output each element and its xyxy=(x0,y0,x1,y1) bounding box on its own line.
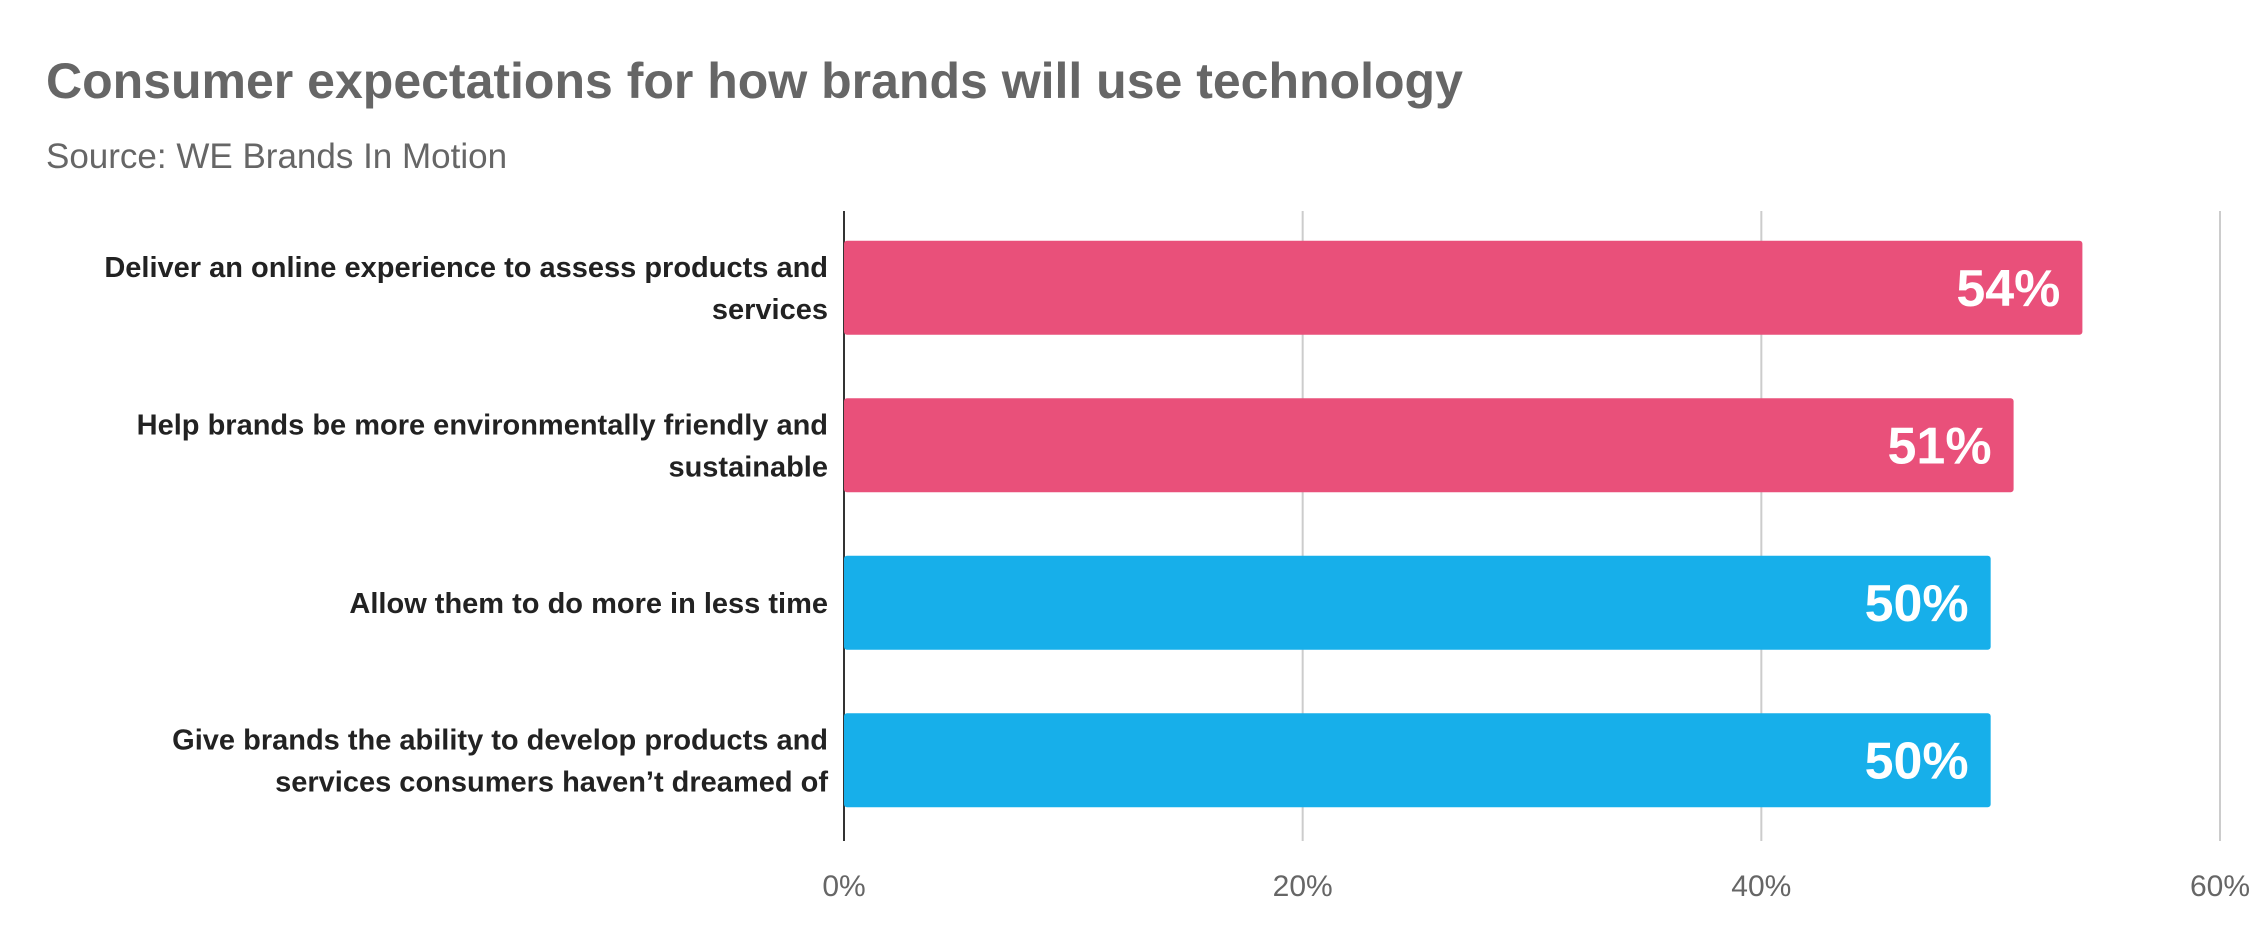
bar-value-label: 50% xyxy=(1865,575,1969,633)
category-label: services xyxy=(712,294,828,326)
chart-subtitle: Source: WE Brands In Motion xyxy=(46,137,507,176)
x-tick-label: 60% xyxy=(2190,870,2250,903)
x-tick-label: 40% xyxy=(1731,870,1791,903)
category-label: Give brands the ability to develop produ… xyxy=(172,724,828,756)
bar xyxy=(844,555,1991,650)
bar-value-label: 50% xyxy=(1865,732,1969,790)
bar-value-label: 54% xyxy=(1956,260,2060,318)
x-tick-label: 20% xyxy=(1273,870,1333,903)
x-tick-label: 0% xyxy=(822,870,865,903)
category-label: sustainable xyxy=(668,451,828,483)
bar xyxy=(844,398,2014,493)
category-label: Help brands be more environmentally frie… xyxy=(137,409,828,441)
bar xyxy=(844,240,2083,335)
bar xyxy=(844,713,1991,808)
bar-value-label: 51% xyxy=(1888,417,1992,475)
chart-title: Consumer expectations for how brands wil… xyxy=(46,53,1463,109)
category-label: Allow them to do more in less time xyxy=(349,588,828,620)
category-label: Deliver an online experience to assess p… xyxy=(104,252,828,284)
category-label: services consumers haven’t dreamed of xyxy=(275,766,828,798)
